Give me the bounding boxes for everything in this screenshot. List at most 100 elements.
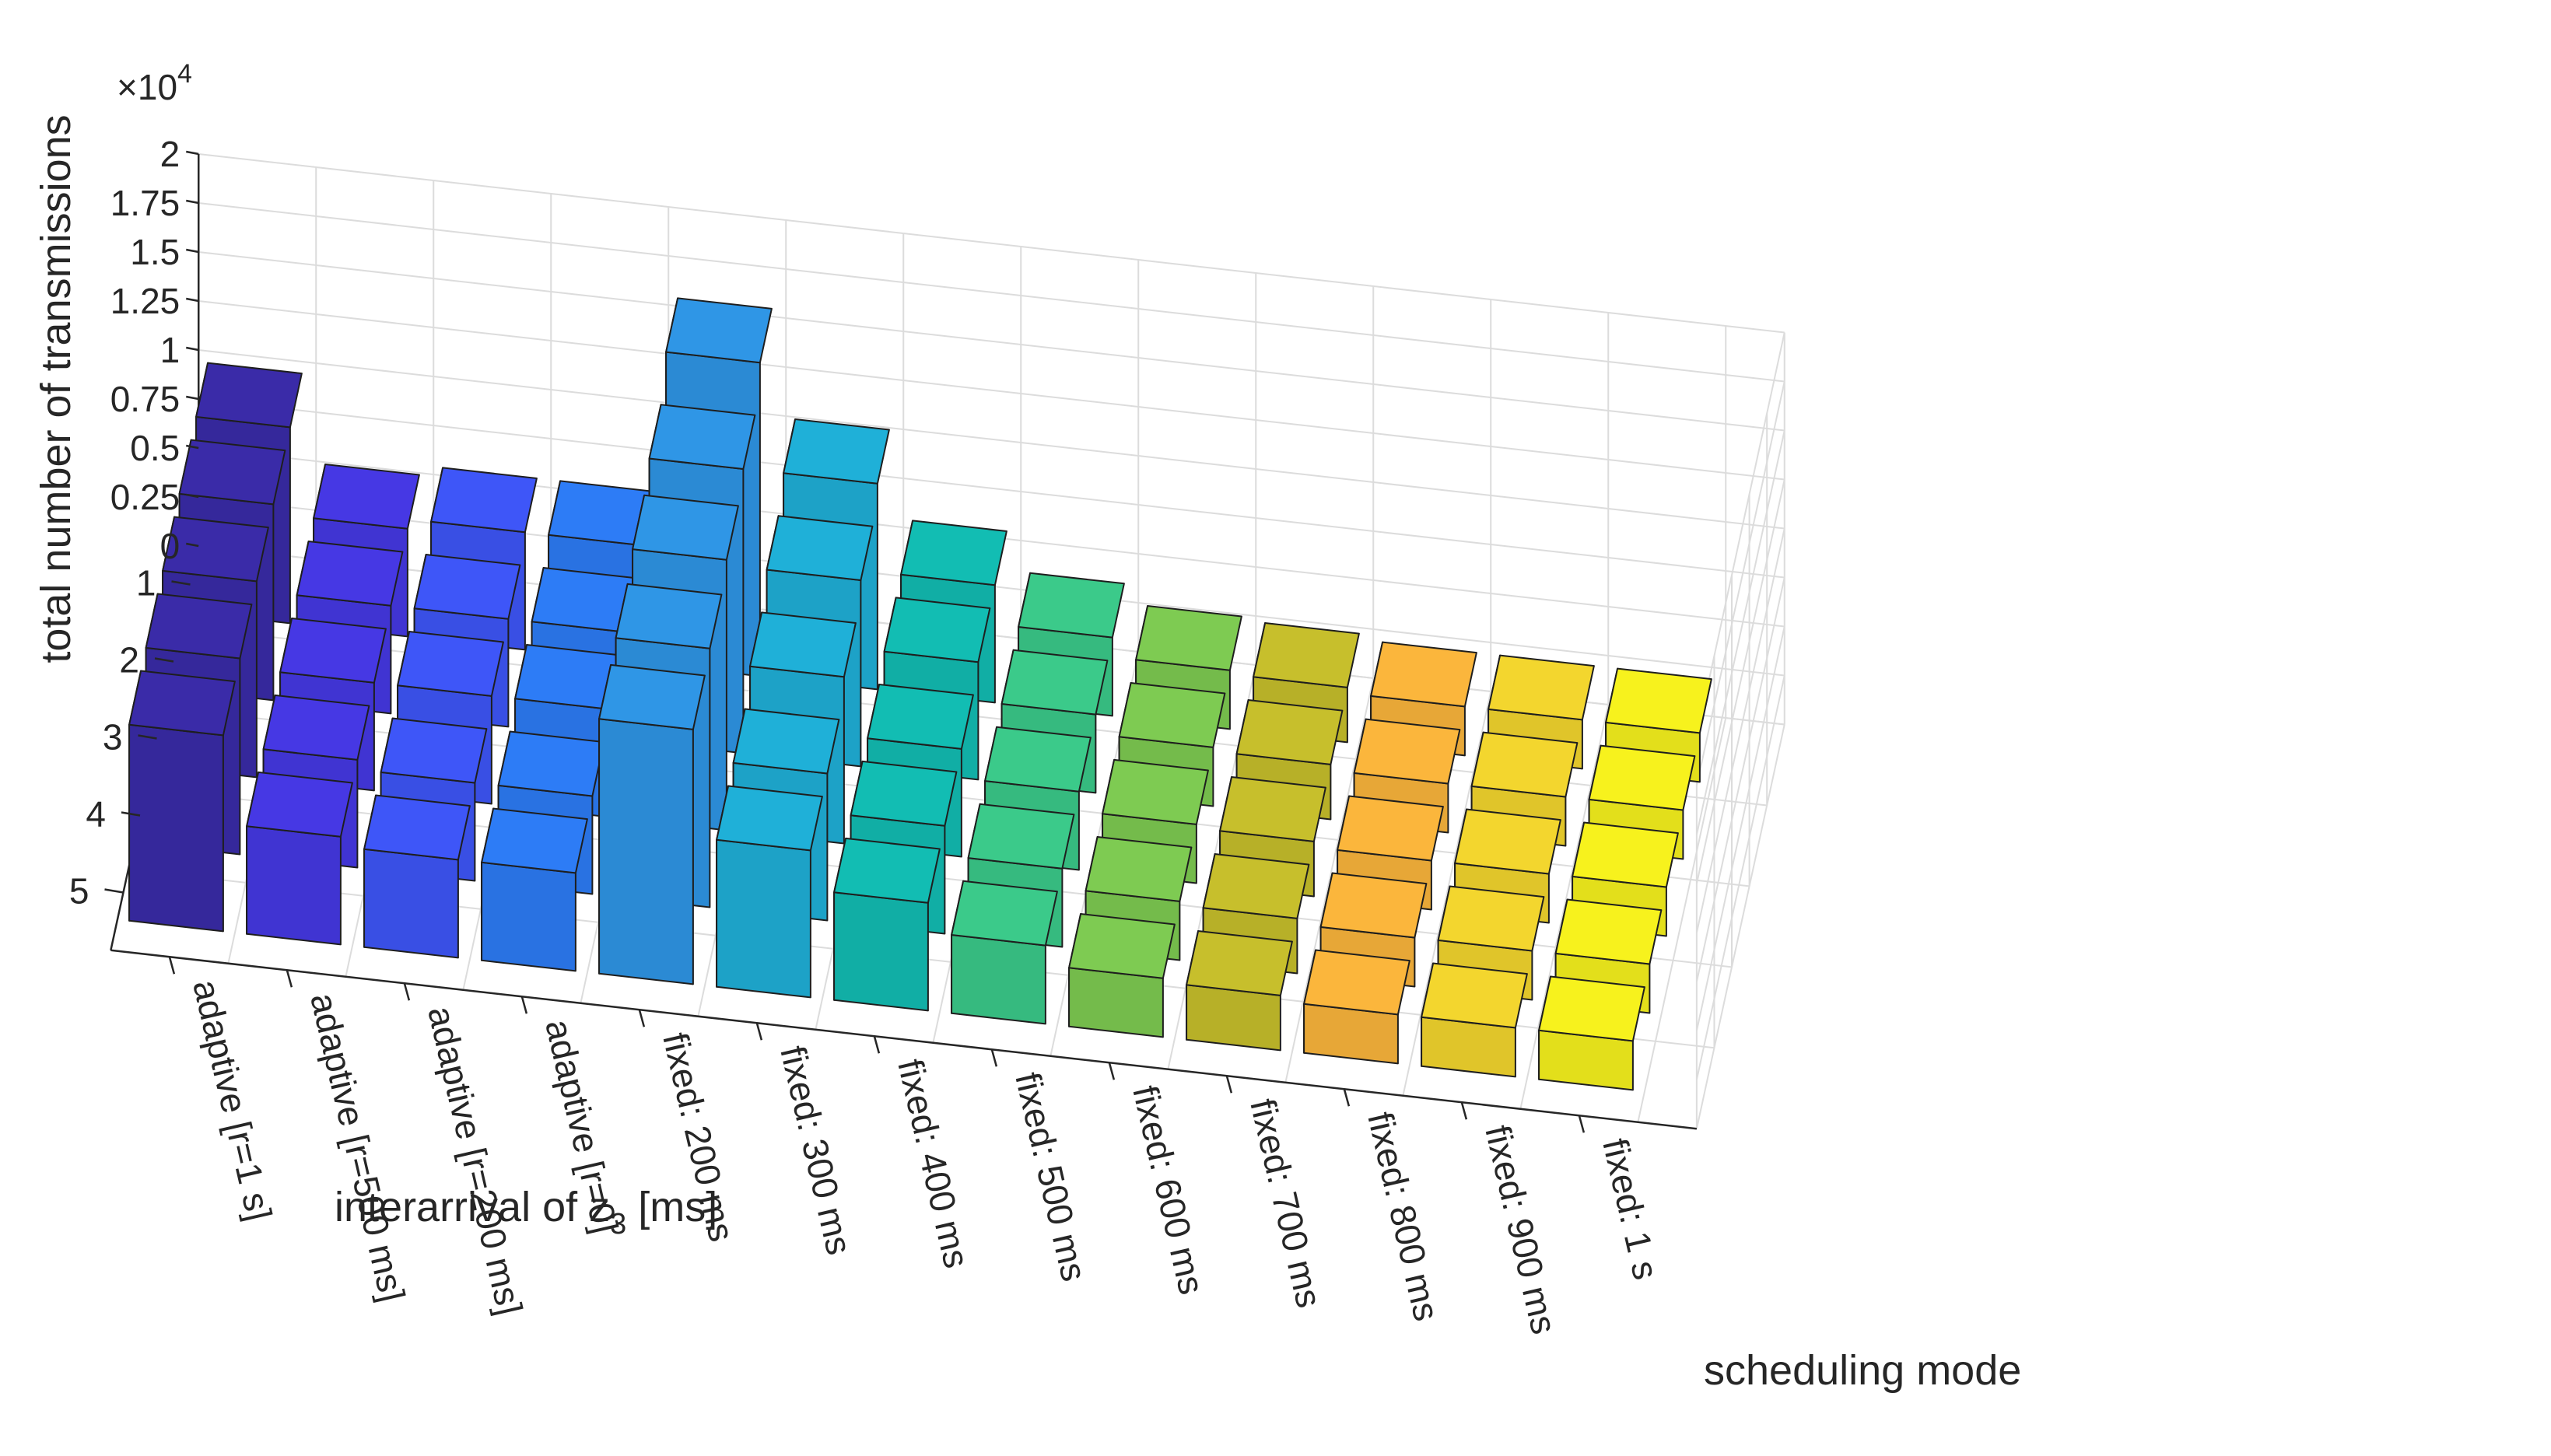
bar-top bbox=[1538, 975, 1645, 1042]
y-tick-mark bbox=[186, 395, 199, 401]
interarrival-title-main: interarrival of z bbox=[335, 1184, 610, 1230]
bar bbox=[951, 880, 1058, 1025]
grid-line bbox=[198, 300, 1785, 481]
bar bbox=[598, 663, 706, 985]
bar-top bbox=[615, 583, 723, 649]
bar-top bbox=[1253, 622, 1360, 688]
interarrival-title-unit: [ms] bbox=[626, 1184, 717, 1230]
mode-tick-label: fixed: 300 ms bbox=[773, 1042, 860, 1258]
interarrival-axis-title: interarrival of z3 [ms] bbox=[335, 1184, 717, 1241]
grid-line bbox=[1519, 704, 1610, 1109]
grid-line bbox=[1695, 332, 1785, 737]
interarrival-tick-label: 5 bbox=[69, 871, 89, 912]
bar-top bbox=[1018, 572, 1125, 639]
bar-top bbox=[1319, 872, 1428, 939]
mode-tick-mark bbox=[1460, 1101, 1468, 1120]
bar-top bbox=[648, 404, 756, 470]
bar-top bbox=[481, 807, 588, 874]
interarrival-tick-mark bbox=[104, 888, 124, 894]
mode-tick-mark bbox=[1343, 1088, 1351, 1107]
mode-tick-mark bbox=[1225, 1075, 1233, 1094]
bar-top bbox=[1118, 682, 1226, 748]
mode-tick-label: adaptive [r=1 s] bbox=[185, 976, 280, 1224]
bar-front bbox=[833, 891, 929, 1012]
bar-front bbox=[716, 838, 811, 999]
mode-tick-mark bbox=[403, 982, 411, 1001]
bar-top bbox=[766, 515, 874, 581]
interarrival-tick-label: 3 bbox=[103, 717, 123, 758]
bar-top bbox=[262, 694, 370, 761]
mode-axis-title: scheduling mode bbox=[1704, 1347, 2021, 1394]
mode-tick-mark bbox=[520, 996, 528, 1014]
y-tick-mark bbox=[186, 297, 199, 303]
bar bbox=[1068, 913, 1176, 1038]
bar-top bbox=[598, 663, 706, 730]
bar bbox=[833, 837, 941, 1012]
grid-line bbox=[198, 251, 1785, 432]
bar-top bbox=[1421, 962, 1528, 1029]
bar-top bbox=[1000, 649, 1109, 716]
y-tick-label: 1.25 bbox=[110, 281, 180, 321]
grid-line bbox=[1637, 717, 1727, 1122]
mode-tick-label: fixed: 400 ms bbox=[890, 1055, 977, 1272]
bar-top bbox=[1605, 667, 1712, 734]
bar-top bbox=[397, 631, 504, 697]
mode-tick-mark bbox=[873, 1035, 881, 1054]
mode-axis-line bbox=[110, 949, 1698, 1130]
bar bbox=[481, 807, 588, 972]
interarrival-title-sub: 3 bbox=[610, 1208, 626, 1241]
interarrival-tick-label: 2 bbox=[119, 640, 139, 681]
bar-top bbox=[497, 730, 605, 797]
bar bbox=[246, 771, 353, 946]
y-tick-mark bbox=[186, 248, 199, 254]
y-exponent-base: ×10 bbox=[117, 67, 177, 107]
bar-top bbox=[850, 760, 958, 827]
bar-top bbox=[162, 516, 269, 583]
bar-top bbox=[1470, 731, 1579, 798]
bar bbox=[363, 794, 471, 959]
mode-tick-label: adaptive [r=500 ms] bbox=[303, 989, 413, 1306]
bar-front bbox=[1186, 984, 1281, 1052]
bar-top bbox=[195, 362, 303, 429]
y-tick-mark bbox=[186, 493, 199, 499]
grid-line bbox=[1695, 528, 1785, 933]
bar-top bbox=[296, 541, 404, 607]
grid-line bbox=[1695, 430, 1785, 835]
bar bbox=[716, 785, 823, 999]
grid-line bbox=[1695, 626, 1785, 1031]
y-tick-label: 1 bbox=[160, 330, 180, 370]
bar-front bbox=[1068, 967, 1164, 1038]
mode-tick-label: fixed: 1 s bbox=[1595, 1135, 1666, 1283]
bar-top bbox=[951, 880, 1058, 947]
bar-top bbox=[732, 708, 840, 775]
mode-tick-mark bbox=[638, 1009, 646, 1027]
bar bbox=[128, 670, 236, 933]
y-exponent-power: 4 bbox=[177, 59, 192, 89]
bar bbox=[1303, 949, 1410, 1065]
bar bbox=[1538, 975, 1645, 1091]
bar-top bbox=[716, 785, 823, 852]
bar-front bbox=[951, 934, 1046, 1025]
interarrival-tick-mark bbox=[121, 811, 141, 817]
interarrival-tick-mark bbox=[138, 734, 157, 740]
bar-top bbox=[967, 803, 1075, 870]
y-tick-mark bbox=[186, 542, 199, 548]
bar-front bbox=[246, 825, 342, 946]
bar-top bbox=[1303, 949, 1410, 1016]
grid-line bbox=[1695, 577, 1785, 982]
y-tick-label: 2 bbox=[160, 134, 180, 174]
bar-top bbox=[279, 618, 387, 684]
bar-top bbox=[900, 520, 1007, 586]
bar-top bbox=[1202, 853, 1310, 919]
grid-line bbox=[1695, 479, 1785, 884]
mode-tick-label: fixed: 900 ms bbox=[1477, 1122, 1565, 1338]
interarrival-tick-mark bbox=[154, 657, 174, 663]
bar-top bbox=[178, 439, 286, 506]
mode-tick-label: adaptive [r=200 ms] bbox=[420, 1003, 531, 1319]
grid-line bbox=[1695, 675, 1785, 1080]
y-tick-mark bbox=[186, 346, 199, 352]
y-exponent: ×104 bbox=[117, 59, 192, 107]
bar-top bbox=[1219, 776, 1326, 842]
bar-front bbox=[481, 861, 576, 972]
